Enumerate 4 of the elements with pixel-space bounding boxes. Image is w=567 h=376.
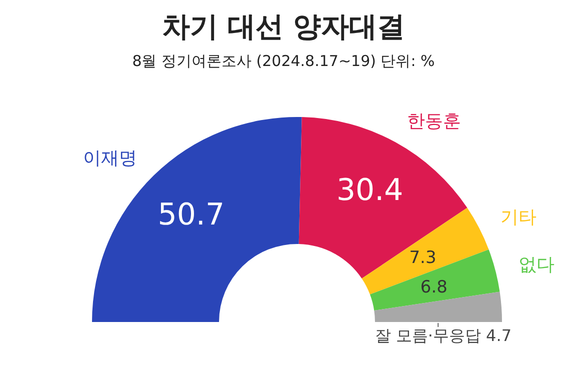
data-label: 4.7 <box>486 326 512 345</box>
title: 차기 대선 양자대결 <box>162 10 406 43</box>
subtitle: 8월 정기여론조사 (2024.8.17~19) 단위: % <box>132 52 435 70</box>
slice-label: 잘 모름·무응답 <box>374 326 486 345</box>
